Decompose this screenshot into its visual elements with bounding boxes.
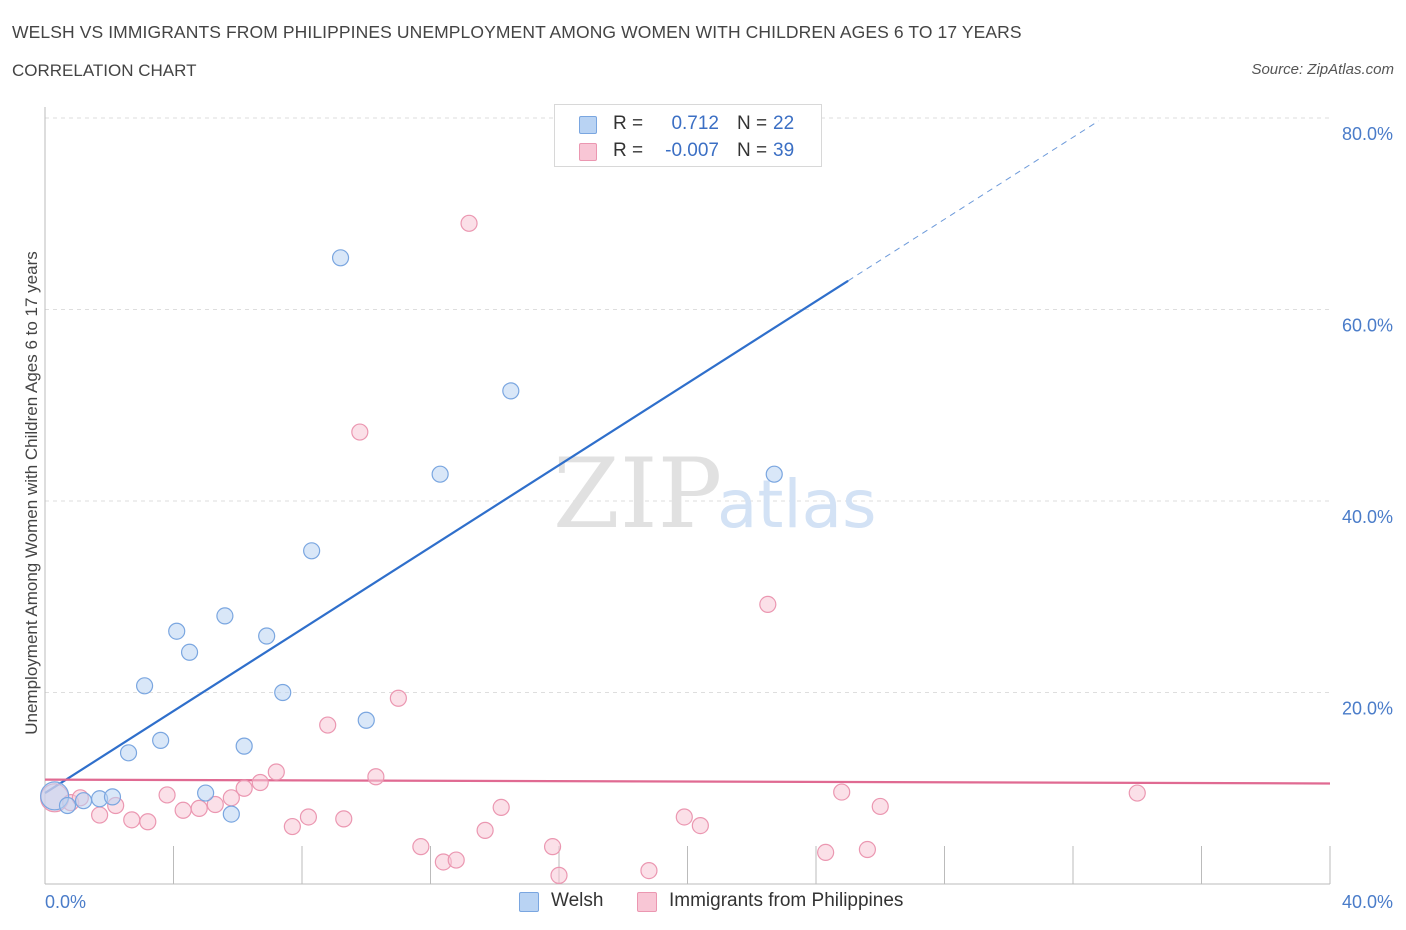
- welsh-point: [103, 788, 122, 806]
- welsh-point: [197, 784, 215, 802]
- x-ticks: [173, 846, 1331, 884]
- philippines-point: [91, 806, 109, 824]
- philippines-point: [759, 595, 777, 614]
- r-value: -0.007: [665, 140, 719, 161]
- y-tick-label: 40.0%: [1342, 507, 1393, 527]
- philippines-point: [299, 808, 318, 826]
- gridlines: [45, 117, 1330, 693]
- welsh-point: [135, 677, 154, 695]
- philippines-point: [476, 821, 494, 839]
- philippines-point: [139, 813, 157, 831]
- zipatlas-watermark: ZIP atlas: [553, 438, 877, 550]
- welsh-trend-extension: [847, 120, 1099, 282]
- philippines-point: [206, 795, 224, 814]
- legend-label: Welsh: [551, 890, 604, 911]
- welsh-point: [274, 683, 292, 702]
- source-credit: Source: ZipAtlas.com: [1251, 61, 1394, 78]
- philippines-point: [691, 816, 709, 835]
- welsh-swatch: [579, 116, 597, 134]
- welsh-point: [331, 249, 350, 267]
- r-label: R =: [613, 113, 644, 134]
- philippines-point: [447, 851, 465, 869]
- welsh-point: [74, 792, 93, 810]
- n-value: 22: [773, 113, 795, 134]
- y-tick-labels: 20.0% 40.0% 60.0% 80.0%: [1342, 124, 1393, 719]
- n-label: N =: [737, 113, 768, 134]
- philippines-point: [412, 838, 430, 856]
- philippines-point: [858, 840, 877, 859]
- philippines-point: [351, 423, 369, 441]
- philippines-point: [123, 811, 141, 829]
- philippines-point: [235, 779, 253, 797]
- welsh-point: [765, 465, 783, 483]
- r-label: R =: [613, 140, 644, 161]
- philippines-points: [40, 214, 1146, 884]
- legend-label: Immigrants from Philippines: [669, 890, 904, 911]
- r-value: 0.712: [671, 113, 719, 134]
- welsh-point: [180, 643, 199, 661]
- welsh-point: [216, 607, 234, 625]
- watermark-atlas: atlas: [717, 466, 877, 543]
- watermark-zip: ZIP: [553, 438, 722, 550]
- welsh-point: [357, 711, 375, 729]
- philippines-point: [543, 838, 562, 856]
- philippines-point: [367, 768, 385, 786]
- philippines-point: [190, 799, 208, 817]
- philippines-point: [675, 808, 693, 826]
- welsh-point: [502, 382, 520, 400]
- n-label: N =: [737, 140, 768, 161]
- philippines-point: [833, 783, 851, 801]
- philippines-point: [267, 763, 285, 781]
- y-tick-label: 80.0%: [1342, 124, 1393, 144]
- philippines-point: [640, 861, 658, 880]
- philippines-point: [550, 866, 568, 884]
- welsh-swatch: [519, 892, 539, 912]
- welsh-point: [119, 744, 138, 762]
- y-tick-label: 20.0%: [1342, 699, 1393, 719]
- welsh-point: [168, 622, 186, 640]
- stats-legend: R = 0.712 N = 22 R = -0.007 N = 39: [554, 104, 822, 167]
- x-tick-label-min: 0.0%: [45, 892, 86, 912]
- philippines-point: [283, 817, 301, 836]
- welsh-point: [303, 542, 321, 560]
- philippines-point: [817, 843, 835, 862]
- welsh-point: [222, 805, 240, 823]
- philippines-point: [251, 773, 269, 792]
- welsh-point: [152, 731, 170, 749]
- welsh-point: [431, 465, 449, 483]
- x-tick-label-max: 40.0%: [1342, 892, 1393, 912]
- y-tick-label: 60.0%: [1342, 316, 1393, 336]
- philippines-point: [174, 801, 192, 819]
- philippines-point: [492, 798, 510, 817]
- welsh-point: [58, 796, 77, 815]
- n-value: 39: [773, 140, 795, 161]
- philippines-point: [871, 797, 889, 816]
- philippines-swatch: [637, 892, 657, 912]
- philippines-point: [1128, 784, 1146, 802]
- y-axis-label: Unemployment Among Women with Children A…: [22, 251, 41, 735]
- philippines-swatch: [579, 143, 597, 161]
- welsh-trend-line: [44, 279, 849, 794]
- philippines-point: [460, 214, 478, 232]
- philippines-point: [158, 786, 176, 804]
- chart-title: WELSH VS IMMIGRANTS FROM PHILIPPINES UNE…: [12, 22, 1022, 42]
- philippines-point: [389, 689, 407, 707]
- welsh-point: [258, 627, 276, 645]
- chart-subtitle: CORRELATION CHART: [12, 61, 197, 80]
- philippines-point: [335, 810, 353, 828]
- welsh-point: [235, 737, 253, 755]
- philippines-point: [319, 716, 337, 734]
- welsh-points: [40, 249, 783, 823]
